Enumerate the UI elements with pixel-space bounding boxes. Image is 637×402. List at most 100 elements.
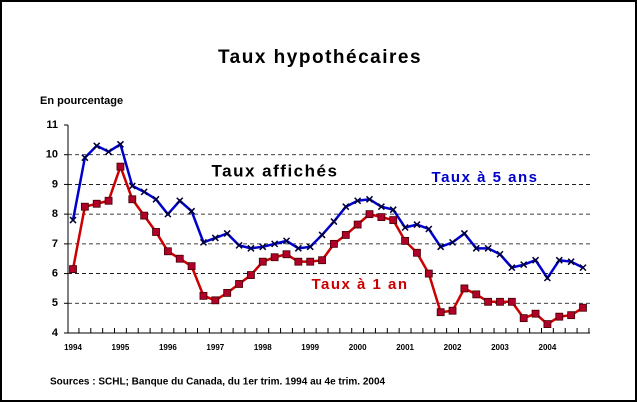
marker (342, 203, 350, 211)
marker (472, 244, 480, 252)
marker (507, 297, 516, 306)
y-tick-label: 5 (52, 297, 58, 309)
marker (496, 250, 504, 258)
marker (306, 257, 315, 266)
marker (318, 231, 326, 239)
marker (223, 288, 232, 297)
marker (175, 254, 184, 263)
marker (164, 210, 172, 218)
x-tick-label: 1999 (301, 343, 319, 352)
marker (294, 244, 302, 252)
marker (389, 206, 397, 214)
marker (258, 257, 267, 266)
y-tick-label: 8 (52, 208, 58, 220)
marker (69, 265, 77, 274)
x-tick-label: 2001 (396, 343, 414, 352)
marker (437, 243, 445, 251)
x-tick-label: 2002 (444, 343, 462, 352)
x-tick-label: 2004 (539, 343, 557, 352)
marker (128, 182, 136, 190)
marker (80, 202, 89, 211)
y-tick-label: 10 (46, 149, 58, 161)
marker (567, 311, 576, 320)
marker (579, 303, 587, 312)
marker (377, 213, 386, 222)
marker (484, 297, 493, 306)
marker (105, 148, 113, 156)
source: Sources : SCHL; Banque du Canada, du 1er… (50, 377, 386, 388)
marker (579, 264, 587, 272)
marker (116, 162, 125, 171)
marker (211, 296, 220, 305)
x-tick-label: 1994 (64, 343, 82, 352)
marker (318, 256, 326, 265)
y-tick-label: 4 (52, 327, 59, 339)
x-tick-label: 1995 (112, 343, 130, 352)
marker (199, 238, 207, 246)
marker (271, 240, 279, 248)
marker (211, 234, 219, 242)
marker (282, 237, 291, 245)
marker (270, 253, 279, 262)
marker (235, 241, 243, 249)
marker (508, 264, 516, 272)
marker (519, 314, 528, 323)
marker (401, 223, 409, 232)
x-tick-label: 1997 (206, 343, 224, 352)
y-tick-label: 9 (52, 178, 58, 190)
annotation: Taux affichés (212, 161, 339, 180)
marker (341, 231, 350, 239)
marker (424, 269, 433, 278)
marker (365, 195, 374, 203)
marker (259, 243, 267, 251)
marker (543, 274, 551, 282)
marker (152, 195, 160, 203)
y-tick-label: 7 (52, 238, 58, 250)
marker (93, 142, 101, 150)
marker (460, 284, 469, 293)
marker (104, 196, 113, 205)
marker (484, 244, 492, 252)
marker (223, 229, 231, 237)
marker (235, 280, 243, 288)
marker (353, 220, 362, 229)
chart-title: Taux hypothécaires (218, 47, 422, 68)
marker (555, 312, 564, 321)
marker (152, 228, 160, 236)
marker (282, 250, 291, 259)
marker (176, 197, 184, 205)
marker (330, 239, 338, 248)
marker (413, 221, 421, 229)
x-tick-label: 1998 (254, 343, 272, 352)
marker (294, 257, 303, 266)
marker (460, 229, 468, 237)
marker (128, 195, 137, 204)
marker (199, 291, 208, 300)
marker (377, 203, 385, 211)
marker (413, 248, 421, 257)
marker (436, 308, 445, 317)
y-axis-label: En pourcentage (40, 95, 123, 107)
marker (163, 247, 172, 256)
x-tick-label: 1996 (159, 343, 177, 352)
x-tick-label: 2003 (491, 343, 509, 352)
marker (330, 218, 338, 226)
marker (496, 297, 504, 306)
marker (354, 197, 362, 205)
marker (567, 258, 575, 266)
y-tick-label: 11 (46, 119, 58, 131)
marker (543, 320, 552, 328)
y-tick-label: 6 (52, 267, 58, 279)
marker (247, 271, 255, 279)
marker (188, 207, 196, 215)
marker (532, 256, 540, 264)
marker (187, 262, 196, 271)
marker (449, 238, 457, 246)
x-tick-label: 2000 (349, 343, 367, 352)
marker (401, 236, 409, 245)
marker (389, 216, 398, 224)
marker (306, 243, 314, 251)
marker (140, 188, 148, 196)
marker (92, 199, 101, 208)
